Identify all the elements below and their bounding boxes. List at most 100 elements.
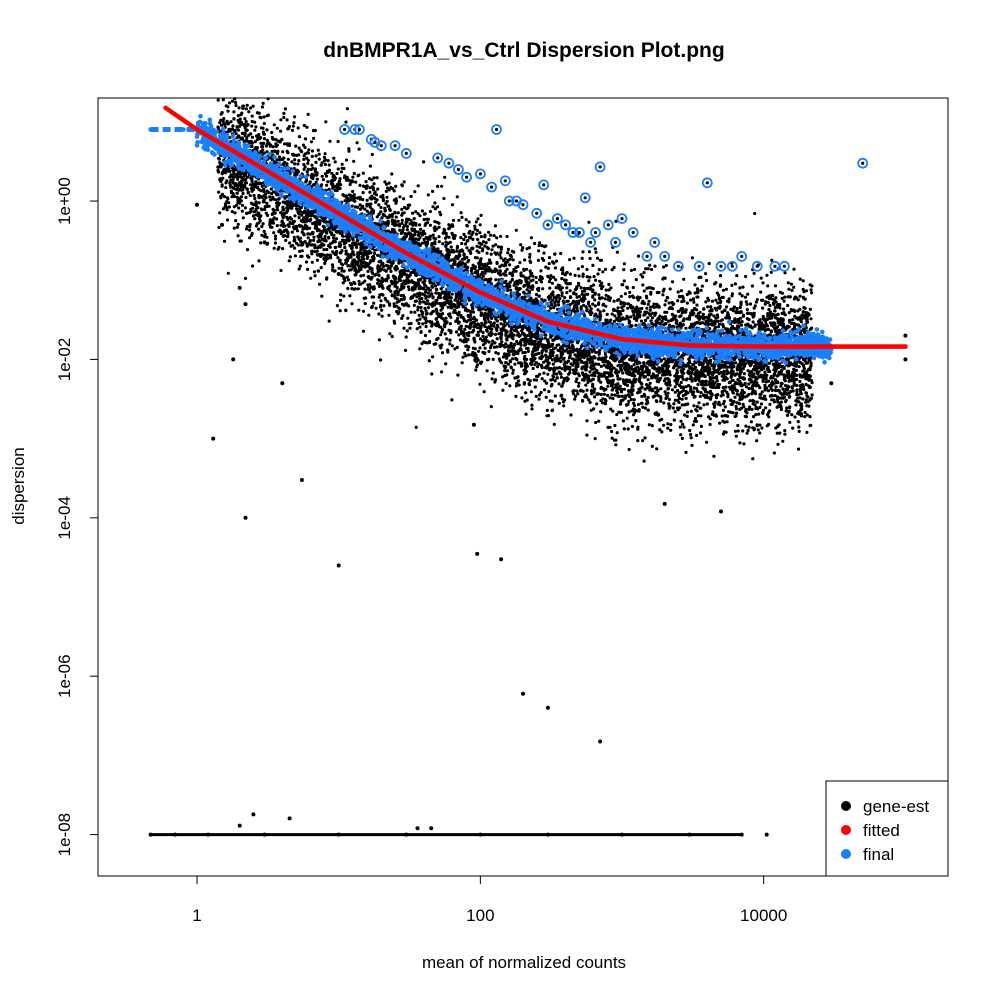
gene-est-point — [546, 266, 551, 270]
gene-est-point — [351, 189, 355, 194]
gene-est-point — [544, 395, 548, 399]
gene-est-point — [554, 259, 559, 263]
gene-est-point — [397, 306, 401, 310]
gene-est-point — [463, 327, 467, 331]
gene-est-point — [622, 268, 626, 272]
gene-est-point — [380, 308, 384, 312]
gene-est-point — [756, 428, 760, 432]
gene-est-point — [334, 237, 339, 241]
gene-est-point — [550, 281, 555, 285]
gene-est-point — [639, 319, 644, 323]
gene-est-point — [414, 237, 418, 241]
gene-est-point — [547, 280, 552, 284]
gene-est-point — [344, 308, 348, 312]
gene-est-point — [396, 219, 400, 223]
gene-est-point — [743, 295, 748, 299]
gene-est-point — [798, 379, 802, 384]
gene-est-point — [338, 298, 343, 302]
gene-est-point — [759, 290, 763, 294]
gene-est-point — [546, 414, 551, 418]
gene-est-point — [371, 295, 376, 299]
gene-est-point — [327, 319, 331, 323]
gene-est-point — [431, 205, 435, 209]
gene-est-point — [562, 404, 566, 408]
gene-est-point — [217, 190, 221, 194]
gene-est-point — [352, 253, 356, 257]
gene-est-point — [662, 379, 667, 383]
gene-est-point — [466, 260, 470, 264]
gene-est-point — [285, 162, 289, 166]
gene-est-point — [712, 314, 716, 318]
gene-est-point — [388, 332, 392, 336]
gene-est-point — [606, 384, 610, 388]
gene-est-point — [718, 421, 722, 425]
gene-est-point — [387, 181, 391, 185]
gene-est-point — [257, 196, 261, 200]
gene-est-point — [544, 381, 549, 385]
gene-est-point — [635, 296, 639, 300]
gene-est-point — [574, 368, 578, 373]
gene-est-point — [796, 420, 800, 424]
gene-est-point — [352, 171, 356, 176]
gene-est-point — [317, 157, 321, 161]
gene-est-point — [555, 372, 559, 376]
gene-est-point — [511, 258, 515, 262]
gene-est-point — [651, 372, 655, 376]
gene-est-point — [226, 109, 230, 113]
gene-est-point — [331, 236, 336, 240]
gene-est-point — [565, 271, 569, 275]
gene-est-point — [551, 353, 555, 358]
gene-est-point — [379, 358, 383, 362]
gene-est-point — [588, 275, 592, 279]
gene-est-point — [654, 311, 658, 315]
gene-est-point — [503, 369, 507, 373]
gene-est-point — [809, 317, 813, 321]
gene-est-point — [603, 297, 607, 301]
gene-est-point — [476, 349, 481, 353]
gene-est-point — [734, 414, 738, 418]
gene-est-point — [628, 295, 632, 299]
gene-est-point — [685, 292, 689, 297]
gene-est-point — [613, 393, 617, 397]
gene-est-point — [514, 265, 518, 270]
gene-est-point — [220, 172, 224, 176]
gene-est-point — [362, 273, 366, 277]
gene-est-point — [803, 410, 807, 415]
gene-est-point — [684, 308, 688, 312]
gene-est-point — [315, 177, 319, 181]
gene-est-point — [597, 293, 601, 297]
gene-est-point — [327, 163, 331, 167]
gene-est-point — [295, 241, 299, 245]
gene-est-point — [293, 246, 297, 250]
gene-est-point — [587, 279, 591, 283]
gene-est-point — [303, 165, 307, 169]
gene-est-point — [622, 387, 627, 391]
gene-est-point — [585, 433, 589, 437]
gene-est-point — [569, 413, 573, 417]
gene-est-point — [724, 305, 729, 309]
gene-est-point — [556, 303, 561, 307]
gene-est-point — [605, 312, 609, 316]
gene-est-point — [380, 216, 384, 220]
gene-est-point — [681, 422, 685, 426]
gene-est-point — [341, 281, 345, 285]
gene-est-point — [536, 258, 541, 262]
gene-est-point — [704, 300, 708, 304]
gene-est-point — [402, 326, 406, 330]
gene-est-point — [290, 230, 294, 234]
gene-est-point — [714, 396, 719, 400]
gene-est-point — [612, 265, 616, 270]
gene-est-point — [347, 147, 351, 151]
gene-est-point — [383, 180, 387, 184]
gene-est-point — [409, 310, 413, 314]
gene-est-point — [244, 120, 248, 124]
gene-est-point — [604, 355, 608, 359]
gene-est-point — [645, 306, 649, 310]
gene-est-point — [464, 324, 468, 328]
gene-est-point — [416, 230, 420, 234]
gene-est-point — [604, 399, 608, 403]
gene-est-point — [778, 431, 782, 435]
gene-est-point — [320, 161, 324, 165]
gene-est-point — [297, 135, 302, 139]
gene-est-point — [543, 379, 547, 383]
